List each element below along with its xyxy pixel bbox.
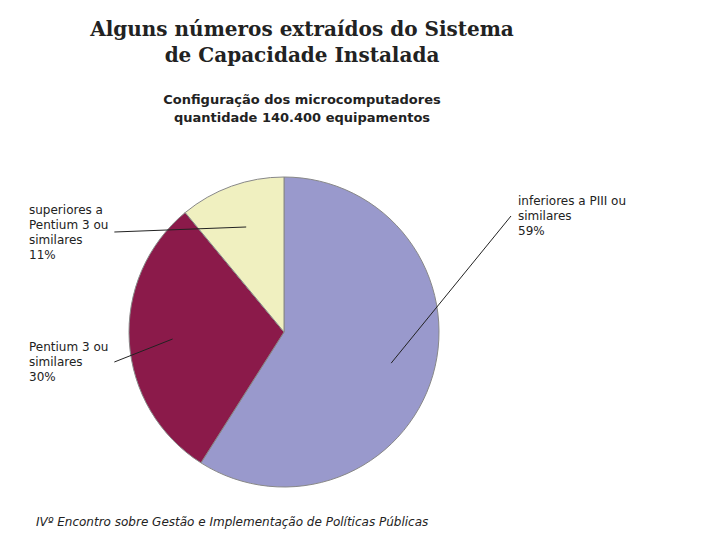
- data-label: 30%: [29, 370, 56, 384]
- leader-line: [114, 227, 246, 232]
- slice-label: superiores aPentium 3 ousimilares11%: [29, 202, 108, 261]
- leader-line: [391, 216, 511, 363]
- text-line: inferiores a PIII ou: [518, 194, 626, 208]
- text-line: similares: [29, 232, 83, 246]
- leader-lines: [114, 216, 511, 363]
- text-line: similares: [29, 355, 83, 369]
- text-line: Pentium 3 ou: [29, 340, 108, 354]
- leader-line: [114, 339, 172, 362]
- data-label: 11%: [29, 247, 56, 261]
- category-label: Pentium 3 ousimilares: [29, 340, 108, 369]
- text-line: 59%: [518, 224, 545, 238]
- subtitle: Configuração dos microcomputadores quanti…: [163, 92, 441, 125]
- labels: inferiores a PIII ousimilares59%Pentium …: [29, 194, 626, 384]
- text-line: quantidade 140.400 equipamentos: [174, 110, 430, 125]
- slice-label: inferiores a PIII ousimilares59%: [518, 194, 626, 238]
- annotation: IVº Encontro sobre Gestão e Implementaçã…: [36, 515, 428, 529]
- title: Alguns números extraídos do Sistemade Ca…: [89, 17, 514, 67]
- text-line: superiores a: [29, 202, 103, 216]
- text-line: 11%: [29, 247, 56, 261]
- text-line: Configuração dos microcomputadores: [163, 92, 441, 107]
- text-line: Pentium 3 ou: [29, 217, 108, 231]
- text-line: similares: [518, 209, 572, 223]
- data-label: 59%: [518, 224, 545, 238]
- pie-slice: [185, 177, 284, 332]
- text-line: Alguns números extraídos do Sistema: [89, 17, 514, 41]
- category-label: inferiores a PIII ousimilares: [518, 194, 626, 223]
- text-line: de Capacidade Instalada: [165, 43, 440, 67]
- slice-label: Pentium 3 ousimilares30%: [29, 340, 108, 384]
- pie: [129, 177, 439, 487]
- chart: Alguns números extraídos do Sistemade Ca…: [0, 0, 720, 540]
- category-label: superiores aPentium 3 ousimilares: [29, 202, 108, 246]
- text-line: 30%: [29, 370, 56, 384]
